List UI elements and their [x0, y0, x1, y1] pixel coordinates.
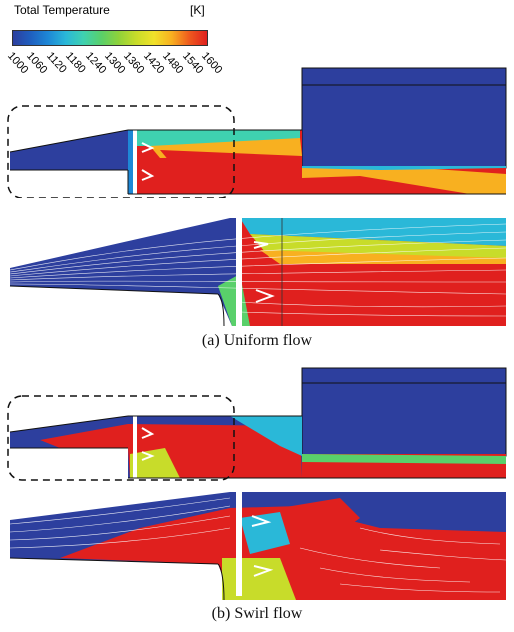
legend-unit: [K]	[190, 3, 205, 17]
uniform-zoom-streamlines	[9, 218, 507, 327]
swirl-flow-caption: (b) Swirl flow	[211, 605, 303, 622]
uniform-overview-contour	[7, 67, 507, 198]
uniform-flow-caption: (a) Uniform flow	[201, 332, 313, 349]
temperature-colorbar	[12, 30, 208, 46]
swirl-overview-contour	[7, 367, 507, 481]
swirl-zoom-streamlines	[9, 492, 507, 601]
legend-title: Total Temperature	[14, 3, 110, 17]
